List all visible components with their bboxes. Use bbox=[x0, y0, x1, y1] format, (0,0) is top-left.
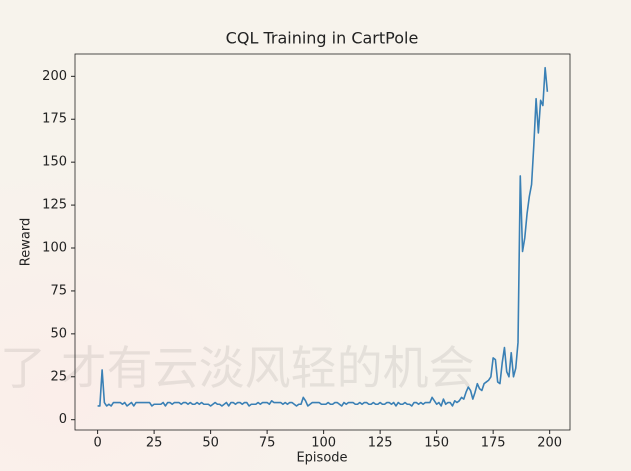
x-tick-label: 125 bbox=[368, 436, 393, 451]
y-tick-label: 100 bbox=[42, 241, 67, 256]
y-tick-label: 200 bbox=[42, 69, 67, 84]
line bbox=[97, 66, 549, 407]
y-tick-label: 150 bbox=[42, 155, 67, 170]
x-tick-label: 75 bbox=[259, 436, 276, 451]
y-tick-label: 25 bbox=[50, 369, 67, 384]
x-tick-label: 50 bbox=[202, 436, 219, 451]
watermark: 了 才有云淡风轻的机会 bbox=[0, 341, 475, 395]
x-axis-label: Episode bbox=[296, 451, 347, 466]
x-tick-label: 200 bbox=[537, 436, 562, 451]
x-tick-label: 175 bbox=[481, 436, 506, 451]
y-tick-label: 0 bbox=[59, 412, 67, 427]
y-tick-label: 75 bbox=[50, 283, 67, 298]
y-tick-label: 50 bbox=[50, 326, 67, 341]
x-tick-label: 100 bbox=[311, 436, 336, 451]
plot-frame bbox=[74, 53, 571, 431]
x-tick-label: 25 bbox=[146, 436, 163, 451]
x-tick-label: 0 bbox=[93, 436, 101, 451]
y-axis-label: Reward bbox=[19, 218, 34, 266]
chart-title: CQL Training in CartPole bbox=[226, 29, 419, 48]
x-tick-label: 150 bbox=[424, 436, 449, 451]
y-tick-label: 175 bbox=[42, 112, 67, 127]
y-tick-label: 125 bbox=[42, 198, 67, 213]
